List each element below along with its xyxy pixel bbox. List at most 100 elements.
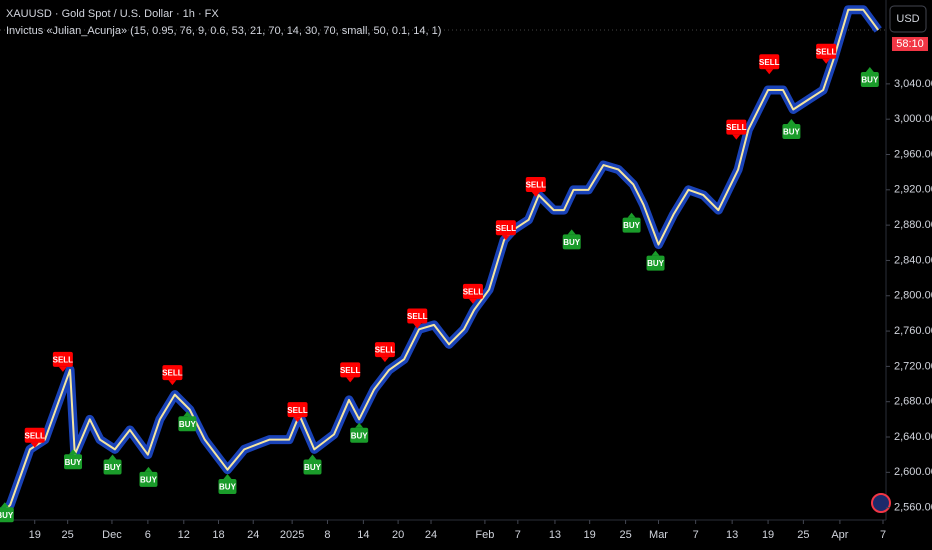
signal-pointer (501, 235, 510, 241)
x-tick-label: 13 (549, 529, 561, 541)
signal-pointer (787, 119, 796, 125)
y-tick-label: 2,840.00 (894, 254, 932, 266)
signal-label: BUY (304, 463, 322, 472)
signal-pointer (822, 58, 831, 64)
signal: SELL (24, 427, 45, 448)
signal: SELL (407, 308, 428, 329)
signal-label: BUY (179, 420, 197, 429)
signal-pointer (346, 377, 355, 383)
signal: SELL (526, 177, 546, 198)
x-tick-label: 6 (145, 529, 151, 541)
signal: SELL (340, 362, 361, 383)
signal-label: SELL (726, 123, 747, 132)
y-tick-label: 2,720.00 (894, 360, 932, 372)
x-tick-label: 8 (324, 529, 330, 541)
x-tick-label: 7 (693, 529, 699, 541)
currency-button[interactable] (889, 5, 927, 33)
signal-marker (64, 454, 83, 470)
x-tick-label: 7 (880, 529, 886, 541)
signal-pointer (144, 466, 153, 472)
signal-pointer (168, 380, 177, 386)
signal-marker (287, 402, 308, 418)
y-tick-label: 2,960.00 (894, 148, 932, 160)
signal-pointer (627, 212, 636, 218)
signal-pointer (58, 366, 67, 372)
signal: BUY (782, 119, 801, 140)
signal-marker (303, 459, 322, 475)
signal-marker (646, 255, 665, 271)
signal: BUY (103, 454, 122, 475)
signal-label: SELL (375, 346, 396, 355)
x-tick-label: 18 (212, 529, 224, 541)
signal-label: SELL (407, 312, 428, 321)
signal-pointer (223, 473, 232, 479)
signal: BUY (0, 502, 14, 523)
price-line (0, 8, 880, 516)
signal-pointer (308, 454, 317, 460)
signal-marker (495, 220, 516, 236)
plot-area: BUY SELL SELL BUY BUY BUY SELL BUY BUY SELL BUY SEL… (0, 5, 882, 523)
signal-label: SELL (162, 369, 183, 378)
signal-label: SELL (759, 58, 780, 67)
y-tick-label: 2,920.00 (894, 184, 932, 196)
signal-marker (374, 342, 395, 358)
signal-pointer (293, 417, 302, 423)
signal-pointer (765, 69, 774, 75)
x-tick-label: 25 (619, 529, 631, 541)
signal: BUY (646, 250, 665, 271)
signal-pointer (651, 250, 660, 256)
signal-marker (622, 217, 641, 233)
signal-label: SELL (463, 287, 484, 296)
signal-label: BUY (140, 475, 158, 484)
signal-marker (350, 427, 369, 443)
flag-icon[interactable] (871, 493, 891, 513)
signal: BUY (350, 422, 369, 443)
signal: SELL (759, 54, 780, 75)
x-tick-label: 19 (29, 529, 41, 541)
signal-label: BUY (0, 511, 14, 520)
x-tick-label: Feb (475, 529, 494, 541)
x-tick-label: 25 (62, 529, 74, 541)
signal-label: BUY (65, 458, 83, 467)
signal-label: SELL (287, 406, 308, 415)
signal-marker (726, 119, 747, 135)
signal-pointer (108, 454, 117, 460)
x-tick-label: 2025 (280, 529, 304, 541)
x-tick-label: 7 (515, 529, 521, 541)
signal-label: BUY (861, 76, 879, 85)
signal-marker (462, 283, 483, 299)
signal-label: BUY (647, 259, 665, 268)
signal-marker (816, 43, 837, 59)
signal: BUY (218, 473, 237, 494)
signal: SELL (726, 119, 747, 140)
x-tick-label: Dec (102, 529, 122, 541)
signal-marker (0, 507, 14, 523)
signal-marker (52, 351, 73, 367)
x-tick-label: 13 (726, 529, 738, 541)
signal-pointer (30, 442, 39, 448)
y-tick-label: 2,800.00 (894, 290, 932, 302)
y-tick-label: 2,880.00 (894, 219, 932, 231)
signal: BUY (860, 66, 879, 87)
currency-label[interactable]: USD (896, 13, 919, 25)
signal-marker (562, 234, 581, 250)
signal-marker (139, 471, 158, 487)
countdown-label: 58:10 (896, 38, 924, 50)
x-tick-label: 24 (425, 529, 437, 541)
signal-pointer (567, 229, 576, 235)
x-tick-label: 20 (392, 529, 404, 541)
countdown-tag (892, 37, 928, 51)
signal-pointer (69, 449, 78, 455)
x-tick-label: Apr (831, 529, 848, 541)
y-tick-label: 2,560.00 (894, 502, 932, 514)
signal-label: BUY (563, 238, 581, 247)
x-tick-label: 19 (584, 529, 596, 541)
signal-pointer (0, 502, 9, 508)
signal-marker (103, 459, 122, 475)
signal-marker (24, 427, 45, 443)
signal: BUY (562, 229, 581, 250)
signal-pointer (380, 357, 389, 363)
signal: BUY (178, 411, 197, 432)
